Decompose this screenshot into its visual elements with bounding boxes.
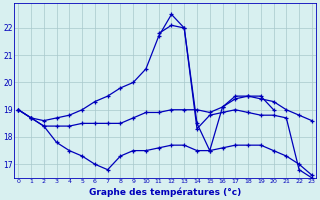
X-axis label: Graphe des températures (°c): Graphe des températures (°c) <box>89 187 241 197</box>
